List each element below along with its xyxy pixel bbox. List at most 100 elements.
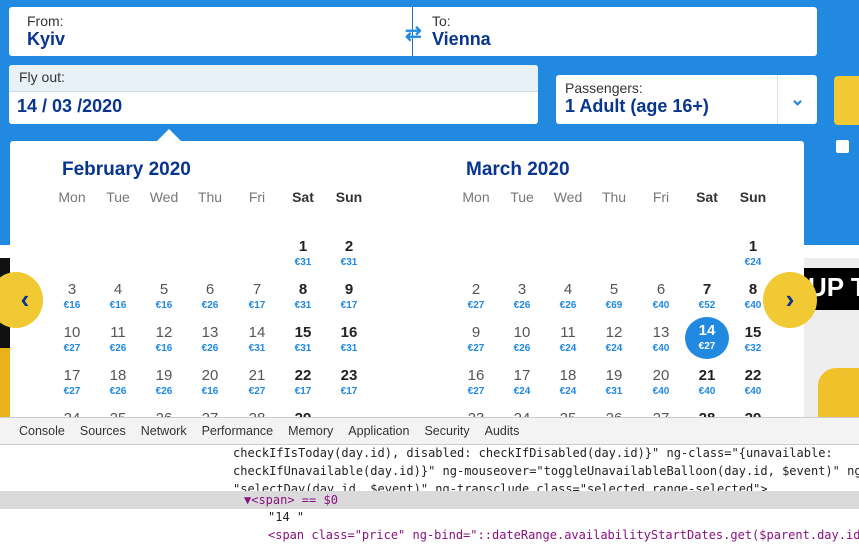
calendar-day[interactable]: 27 <box>188 410 232 417</box>
calendar-day[interactable]: 29 <box>281 410 325 417</box>
calendar-day[interactable]: 3 €16 <box>50 281 94 323</box>
calendar-day[interactable]: 12 €24 <box>592 324 636 366</box>
chevron-down-icon[interactable]: ⌄ <box>777 75 817 124</box>
search-button[interactable] <box>834 76 859 125</box>
calendar-day[interactable]: 17 €27 <box>50 367 94 409</box>
calendar-day[interactable]: 5 €69 <box>592 281 636 323</box>
calendar-day[interactable]: 13 €26 <box>188 324 232 366</box>
calendar-day[interactable]: 19 €31 <box>592 367 636 409</box>
calendar-day[interactable]: 28 <box>235 410 279 417</box>
calendar-day[interactable]: 1 €31 <box>281 238 325 280</box>
calendar-day[interactable]: 11 €26 <box>96 324 140 366</box>
calendar-day[interactable]: 27 <box>639 410 683 417</box>
fly-out-date[interactable]: 14 / 03 /2020 <box>17 96 123 116</box>
calendar-day[interactable]: 8 €40 <box>731 281 775 323</box>
weekday-header: Tue <box>510 189 534 205</box>
calendar-day[interactable]: 20 €16 <box>188 367 232 409</box>
calendar-day[interactable]: 7 €17 <box>235 281 279 323</box>
calendar-day[interactable]: 4 €26 <box>546 281 590 323</box>
year-input[interactable]: 2020 <box>82 96 123 116</box>
calendar-day[interactable]: 7 €52 <box>685 281 729 323</box>
calendar-day[interactable]: 18 €26 <box>96 367 140 409</box>
day-price: €40 <box>698 386 716 397</box>
code-line[interactable]: checkIfUnavailable(day.id)}" ng-mouseove… <box>233 464 859 478</box>
devtools-tab-performance[interactable]: Performance <box>201 424 274 438</box>
day-number: 7 <box>252 281 262 298</box>
calendar-day[interactable]: 15 €31 <box>281 324 325 366</box>
calendar-day[interactable]: 24 <box>50 410 94 417</box>
calendar-day[interactable]: 2 €27 <box>454 281 498 323</box>
calendar-day[interactable]: 25 <box>96 410 140 417</box>
day-number: 18 <box>109 367 127 384</box>
calendar-day[interactable]: 14 €31 <box>235 324 279 366</box>
calendar-day[interactable]: 25 <box>546 410 590 417</box>
calendar-day[interactable]: 5 €16 <box>142 281 186 323</box>
devtools-tab-memory[interactable]: Memory <box>288 424 334 438</box>
calendar-day[interactable]: 18 €24 <box>546 367 590 409</box>
right-ad-banner[interactable]: UP TO <box>804 258 859 417</box>
calendar-day[interactable]: 29 <box>731 410 775 417</box>
calendar-day[interactable]: 24 <box>500 410 544 417</box>
calendar-day[interactable]: 10 €26 <box>500 324 544 366</box>
calendar-day[interactable]: 16 €27 <box>454 367 498 409</box>
text-node[interactable]: "14 " <box>268 510 305 524</box>
fly-out-date-field[interactable]: Fly out: 14 / 03 /2020 <box>9 65 538 124</box>
calendar-day[interactable]: 23 <box>454 410 498 417</box>
previous-month-button[interactable]: ‹ <box>0 272 43 328</box>
day-number: 17 <box>63 367 81 384</box>
devtools-tab-sources[interactable]: Sources <box>79 424 126 438</box>
calendar-day[interactable]: 16 €31 <box>327 324 371 366</box>
day-number: 19 <box>155 367 173 384</box>
day-number: 9 <box>471 324 481 341</box>
from-field[interactable]: From: Kyiv <box>27 13 65 50</box>
calendar-day[interactable]: 3 €26 <box>500 281 544 323</box>
day-price: €31 <box>605 386 623 397</box>
devtools-tab-console[interactable]: Console <box>19 424 65 438</box>
next-month-button[interactable]: › <box>763 272 817 328</box>
code-line[interactable]: checkIfIsToday(day.id), disabled: checkI… <box>233 446 833 460</box>
calendar-day[interactable]: 13 €40 <box>639 324 683 366</box>
calendar-day[interactable]: 21 €40 <box>685 367 729 409</box>
calendar-day[interactable]: 9 €17 <box>327 281 371 323</box>
calendar-day[interactable]: 6 €26 <box>188 281 232 323</box>
calendar-day[interactable]: 21 €27 <box>235 367 279 409</box>
day-number: 1 <box>748 238 758 255</box>
selected-dom-node[interactable]: ▼<span> == $0 <box>0 491 859 509</box>
devtools-tab-audits[interactable]: Audits <box>484 424 520 438</box>
calendar-day[interactable]: 19 €26 <box>142 367 186 409</box>
calendar-day[interactable]: 11 €24 <box>546 324 590 366</box>
devtools-tab-security[interactable]: Security <box>424 424 470 438</box>
devtools-tab-application[interactable]: Application <box>348 424 410 438</box>
calendar-day[interactable]: 1 €24 <box>731 238 775 280</box>
calendar-day[interactable]: 8 €31 <box>281 281 325 323</box>
calendar-day[interactable]: 12 €16 <box>142 324 186 366</box>
calendar-day[interactable]: 23 €17 <box>327 367 371 409</box>
calendar-day[interactable]: 26 <box>142 410 186 417</box>
passengers-field[interactable]: Passengers: 1 Adult (age 16+) ⌄ <box>556 75 817 124</box>
calendar-day[interactable]: 6 €40 <box>639 281 683 323</box>
calendar-day[interactable]: 4 €16 <box>96 281 140 323</box>
calendar-day[interactable]: 9 €27 <box>454 324 498 366</box>
calendar-day[interactable]: 20 €40 <box>639 367 683 409</box>
calendar-day[interactable]: 15 €32 <box>731 324 775 366</box>
calendar-day[interactable]: 17 €24 <box>500 367 544 409</box>
calendar-day[interactable]: 22 €17 <box>281 367 325 409</box>
swap-arrows-icon[interactable]: ⇄ <box>405 23 422 45</box>
calendar-day[interactable]: 10 €27 <box>50 324 94 366</box>
day-number: 13 <box>652 324 670 341</box>
weekday-header: Fri <box>652 189 670 205</box>
month-input[interactable]: 03 <box>52 96 73 116</box>
day-number: 28 <box>685 410 729 417</box>
devtools-tab-network[interactable]: Network <box>140 424 187 438</box>
to-field[interactable]: To: Vienna <box>432 13 491 50</box>
calendar-day[interactable]: 2 €31 <box>327 238 371 280</box>
day-input[interactable]: 14 <box>17 96 38 116</box>
calendar-day[interactable]: 26 <box>592 410 636 417</box>
selected-day[interactable]: 14 €27 <box>685 317 729 359</box>
checkbox[interactable] <box>836 140 849 153</box>
day-number: 2 <box>471 281 481 298</box>
calendar-day[interactable]: 28 <box>685 410 729 417</box>
day-number: 14 <box>248 324 266 341</box>
calendar-day[interactable]: 22 €40 <box>731 367 775 409</box>
child-node[interactable]: <span class="price" ng-bind="::dateRange… <box>268 528 859 542</box>
